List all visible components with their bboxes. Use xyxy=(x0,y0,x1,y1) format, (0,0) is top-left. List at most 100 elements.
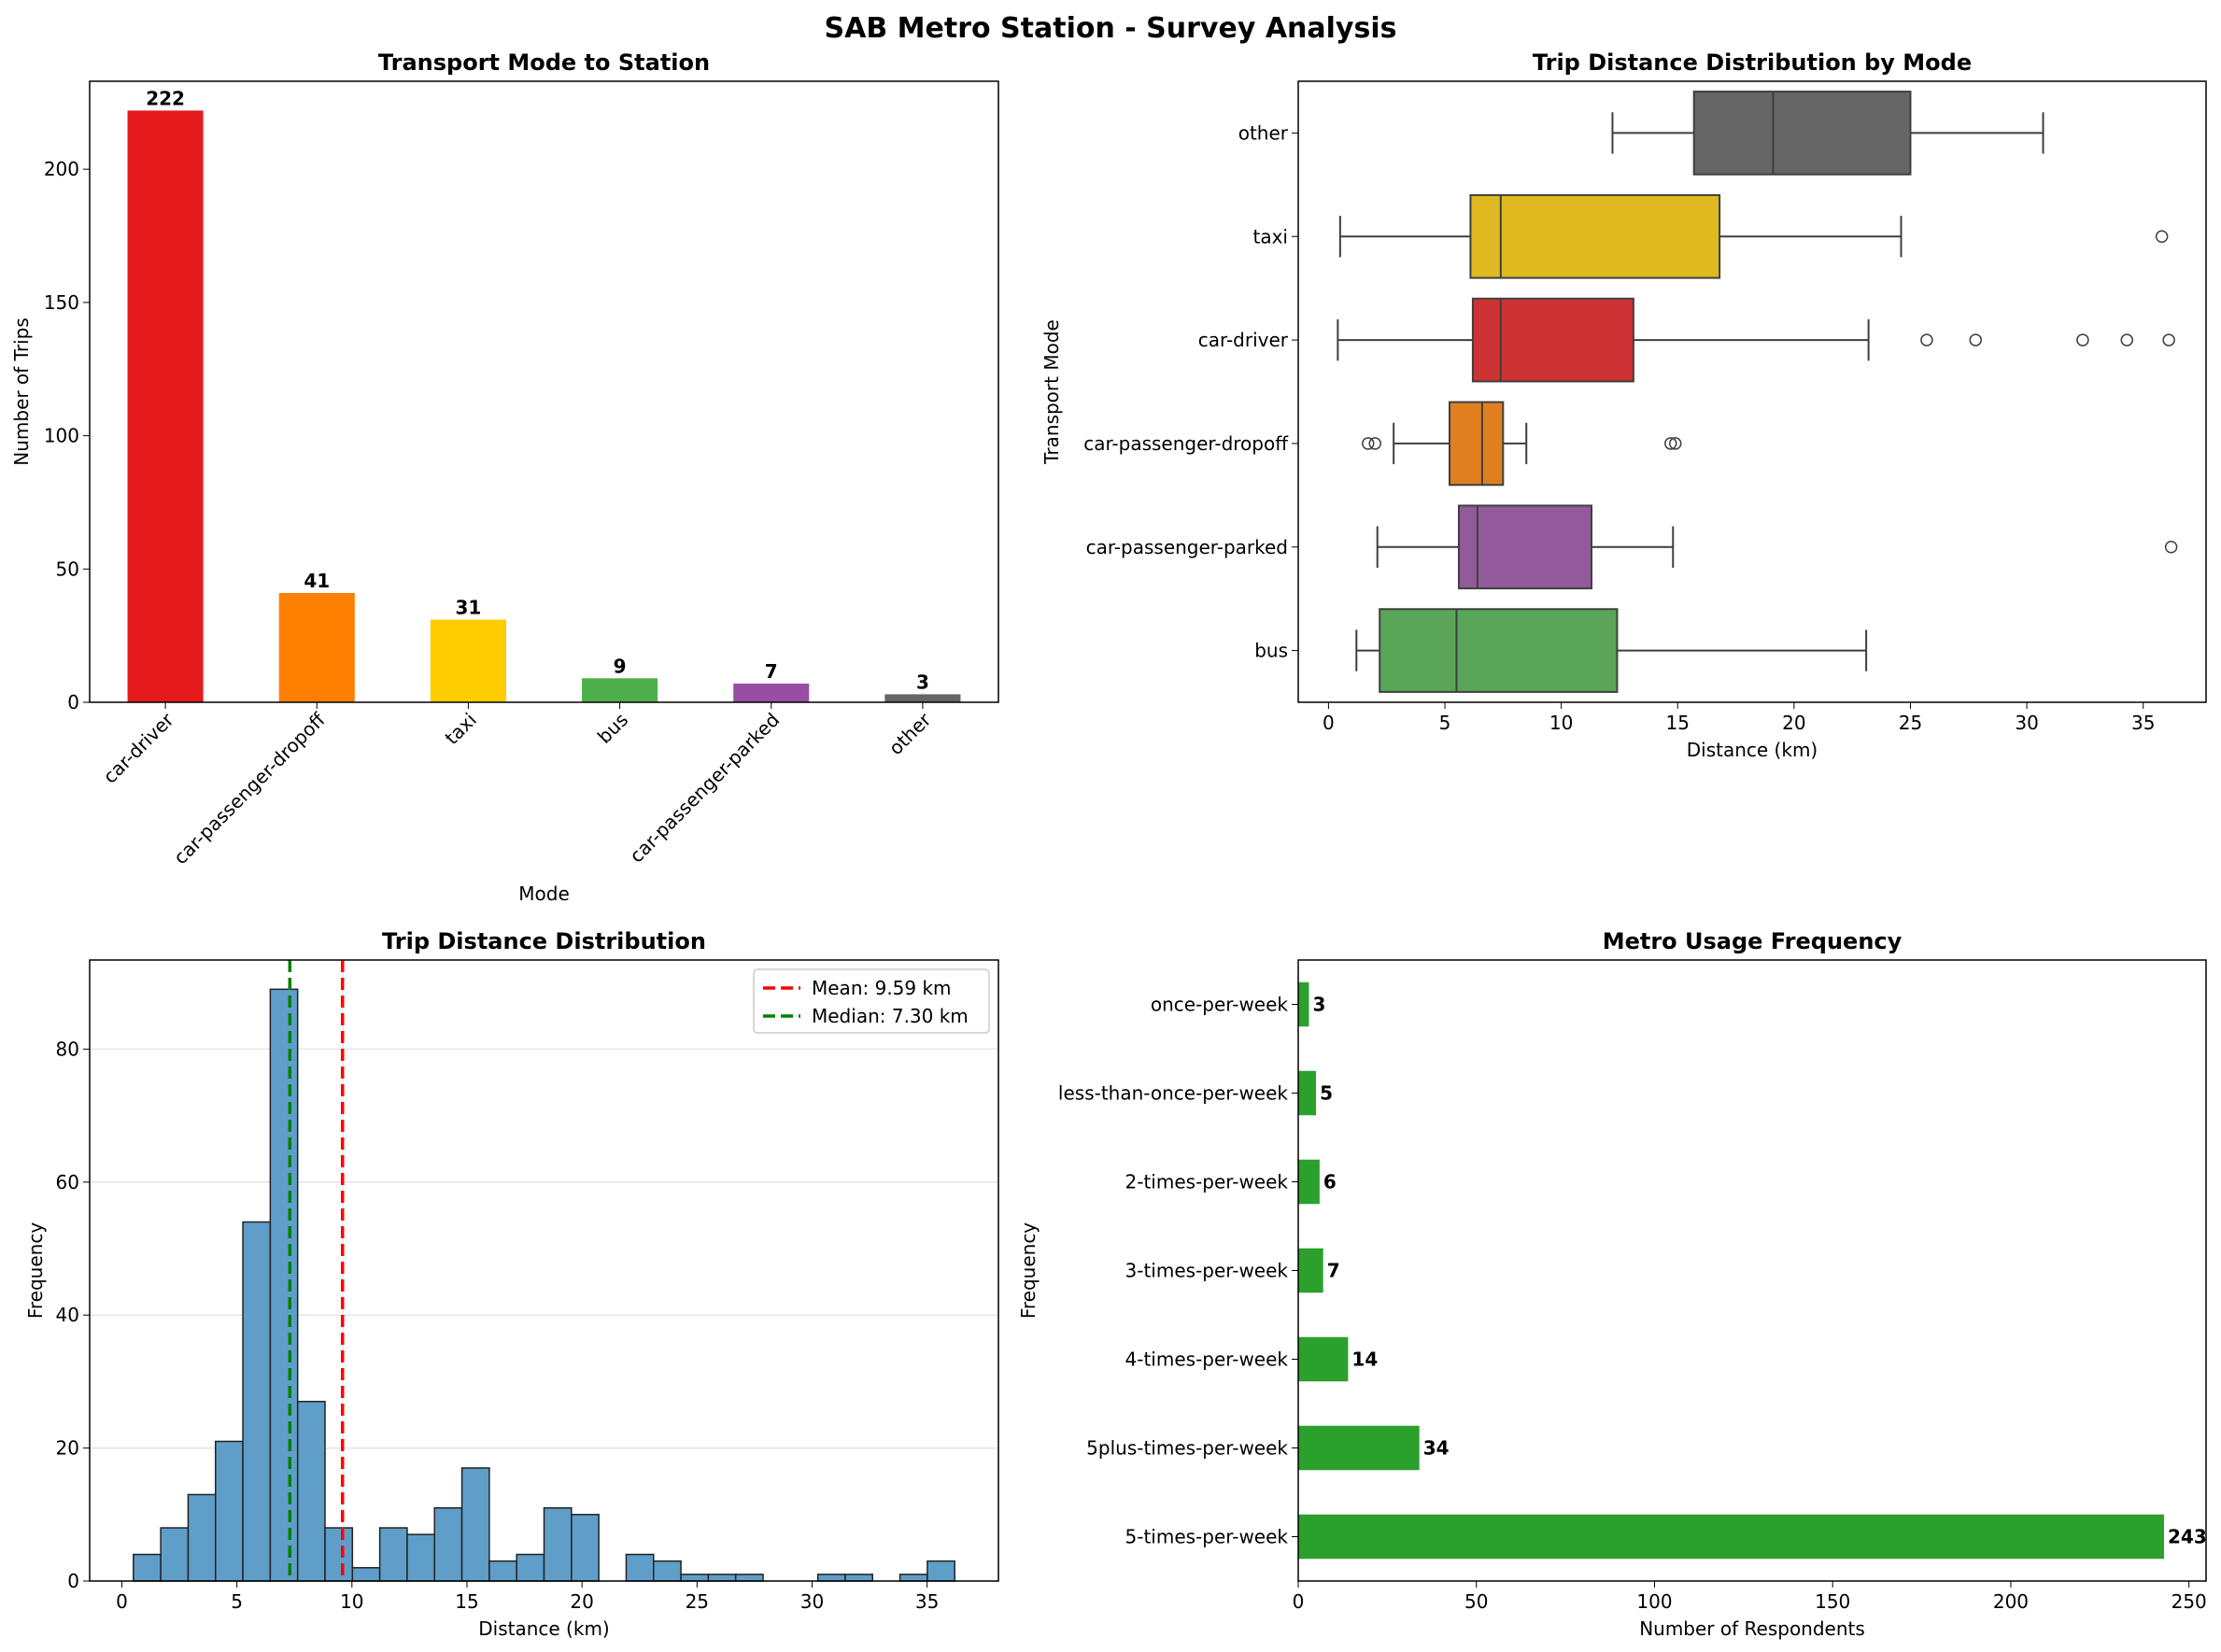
data-label: 243 xyxy=(2168,1526,2207,1548)
outlier-point xyxy=(1362,437,1375,450)
outlier-point xyxy=(1669,437,1682,450)
bar xyxy=(430,619,506,702)
x-tick-label: 10 xyxy=(1549,712,1573,734)
data-label: 5 xyxy=(1320,1082,1333,1105)
y-tick-label: bus xyxy=(1254,640,1288,662)
data-label: 41 xyxy=(304,570,330,592)
y-axis-label: Number of Trips xyxy=(10,318,33,466)
x-tick-label: 25 xyxy=(686,1590,709,1613)
y-tick-label: taxi xyxy=(1253,225,1289,247)
legend-label: Mean: 9.59 km xyxy=(812,977,952,999)
data-label: 7 xyxy=(765,660,778,683)
outlier-point xyxy=(2120,333,2134,346)
histogram-bar xyxy=(242,1221,272,1582)
histogram-bar xyxy=(816,1574,846,1582)
box xyxy=(1449,401,1505,487)
histogram-bar xyxy=(571,1514,600,1582)
outlier-point xyxy=(1969,333,1983,346)
x-tick-label: 5 xyxy=(1439,712,1451,734)
figure-title: SAB Metro Station - Survey Analysis xyxy=(825,12,1397,45)
histogram-bar xyxy=(927,1560,955,1582)
bar xyxy=(1298,981,1309,1027)
y-axis-label: Transport Mode xyxy=(1040,319,1063,465)
y-tick-label: car-driver xyxy=(1198,329,1289,351)
x-tick-label: 30 xyxy=(800,1590,824,1613)
box xyxy=(1379,608,1619,693)
histogram-bar xyxy=(734,1574,764,1582)
legend-box xyxy=(753,968,990,1034)
histogram-bar xyxy=(351,1567,381,1582)
histogram-bar xyxy=(214,1440,244,1582)
outlier-point xyxy=(1920,333,1933,346)
box xyxy=(1469,193,1721,279)
x-tick-label: 20 xyxy=(1782,712,1805,734)
histogram-bar xyxy=(460,1467,490,1582)
axes-frame xyxy=(89,80,999,703)
x-tick-label: other xyxy=(884,708,936,759)
x-axis-label: Distance (km) xyxy=(1687,739,1818,761)
y-tick-label: car-passenger-dropoff xyxy=(1083,432,1289,455)
histogram-bar xyxy=(378,1527,408,1582)
data-label: 14 xyxy=(1351,1348,1378,1371)
chart-2: Trip Distance Distribution 0 20 40 60 80 Mean:… xyxy=(24,928,999,1640)
outlier-point xyxy=(2155,230,2169,243)
x-tick-label: 0 xyxy=(1293,1590,1305,1613)
x-tick-label: bus xyxy=(593,709,632,748)
y-tick-label: 200 xyxy=(44,158,79,180)
chart-0: Transport Mode to Station 0 50 100 150 200 222… xyxy=(10,49,999,905)
x-tick-label: 20 xyxy=(570,1590,593,1613)
histogram-bar xyxy=(653,1560,682,1582)
axes-frame xyxy=(1297,959,2207,1582)
y-tick-label: 2-times-per-week xyxy=(1125,1171,1289,1193)
histogram-bar xyxy=(543,1506,573,1582)
y-tick-label: 0 xyxy=(67,691,79,713)
x-axis-label: Mode xyxy=(518,882,570,905)
histogram-bar xyxy=(516,1553,545,1582)
bar xyxy=(1298,1336,1349,1382)
histogram-bar xyxy=(844,1574,874,1582)
y-axis-label: Frequency xyxy=(24,1222,47,1319)
data-label: 7 xyxy=(1327,1260,1340,1282)
histogram-bar xyxy=(406,1533,435,1582)
x-tick-label: 50 xyxy=(1464,1590,1488,1613)
chart-title: Metro Usage Frequency xyxy=(1603,928,1903,954)
box xyxy=(1457,504,1593,590)
outlier-point xyxy=(1664,437,1677,450)
x-tick-label: 30 xyxy=(2015,712,2038,734)
histogram-bar xyxy=(324,1527,354,1582)
y-tick-label: other xyxy=(1238,121,1289,144)
histogram-bar xyxy=(296,1401,326,1582)
data-label: 6 xyxy=(1323,1171,1337,1193)
x-tick-label: 35 xyxy=(2131,712,2155,734)
bar xyxy=(127,110,204,703)
chart-title: Trip Distance Distribution xyxy=(382,928,706,954)
chart-title: Trip Distance Distribution by Mode xyxy=(1533,49,1972,76)
data-label: 9 xyxy=(614,655,627,677)
histogram-bar xyxy=(680,1574,710,1582)
x-axis-label: Distance (km) xyxy=(478,1617,609,1640)
histogram-bar xyxy=(187,1493,217,1582)
bar xyxy=(733,684,810,702)
histogram-bar xyxy=(433,1506,463,1582)
y-tick-label: 150 xyxy=(44,291,79,314)
y-tick-label: 50 xyxy=(56,558,79,580)
data-label: 3 xyxy=(1312,994,1325,1016)
x-tick-label: 15 xyxy=(455,1590,478,1613)
histogram-bar xyxy=(898,1574,928,1582)
x-axis-label: Number of Respondents xyxy=(1639,1617,1865,1640)
legend: Mean: 9.59 km Median: 7.30 km xyxy=(753,968,990,1034)
y-tick-label: 100 xyxy=(44,425,79,447)
x-tick-label: 150 xyxy=(1815,1590,1850,1613)
histogram-bar xyxy=(269,988,299,1582)
histogram-bar xyxy=(707,1574,737,1582)
outlier-point xyxy=(1368,437,1381,450)
data-label: 34 xyxy=(1423,1437,1450,1460)
y-tick-label: 60 xyxy=(56,1171,79,1193)
y-tick-label: once-per-week xyxy=(1151,994,1289,1016)
outlier-point xyxy=(2076,333,2089,346)
y-tick-label: 4-times-per-week xyxy=(1125,1348,1289,1371)
x-tick-label: 25 xyxy=(1899,712,1922,734)
box xyxy=(1692,91,1912,176)
bar xyxy=(278,592,355,702)
x-tick-label: 100 xyxy=(1636,1590,1672,1613)
